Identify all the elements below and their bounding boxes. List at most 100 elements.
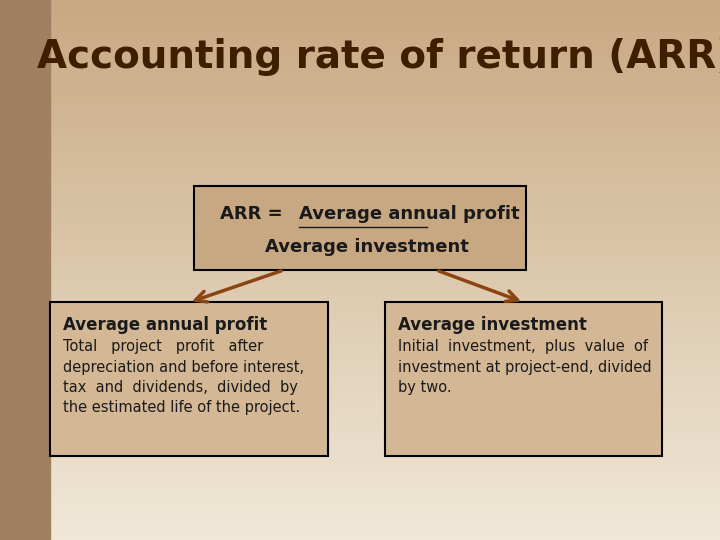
Bar xyxy=(50,135,720,139)
Bar xyxy=(50,126,720,131)
Bar xyxy=(50,418,720,423)
Bar xyxy=(50,482,720,486)
Bar xyxy=(50,139,720,144)
Bar xyxy=(50,189,720,193)
Bar xyxy=(50,302,328,456)
Bar xyxy=(50,230,720,234)
Bar xyxy=(50,27,720,31)
Bar xyxy=(50,81,720,85)
Bar xyxy=(50,279,720,284)
Bar xyxy=(50,261,720,266)
Text: Average investment: Average investment xyxy=(265,238,469,255)
Bar xyxy=(50,301,720,306)
Text: ARR =: ARR = xyxy=(220,205,294,223)
Bar xyxy=(50,112,720,117)
Bar xyxy=(50,85,720,90)
Bar xyxy=(50,463,720,468)
Bar xyxy=(50,148,720,153)
Bar xyxy=(50,405,720,409)
Bar xyxy=(50,54,720,58)
Bar xyxy=(50,50,720,54)
Bar xyxy=(50,77,720,81)
Bar xyxy=(50,252,720,256)
Bar xyxy=(50,396,720,401)
Bar xyxy=(50,428,720,432)
Bar xyxy=(50,517,720,522)
Bar xyxy=(50,382,720,387)
Bar xyxy=(50,401,720,405)
Bar xyxy=(50,531,720,536)
Bar xyxy=(50,256,720,261)
Bar xyxy=(50,207,720,212)
Bar xyxy=(50,18,720,23)
Bar xyxy=(50,243,720,247)
Bar xyxy=(50,180,720,185)
Bar xyxy=(50,239,720,243)
Bar xyxy=(50,144,720,148)
Bar xyxy=(50,351,720,355)
Text: Average investment: Average investment xyxy=(398,316,587,334)
Bar xyxy=(50,158,720,162)
Bar xyxy=(50,441,720,445)
Text: Initial  investment,  plus  value  of
investment at project-end, divided
by two.: Initial investment, plus value of invest… xyxy=(398,339,652,395)
Bar xyxy=(50,459,720,463)
Bar xyxy=(50,99,720,104)
Bar xyxy=(50,500,720,504)
Text: Average annual profit: Average annual profit xyxy=(63,316,268,334)
Bar xyxy=(50,310,720,315)
Bar xyxy=(50,220,720,225)
Bar xyxy=(50,72,720,77)
Bar xyxy=(50,117,720,122)
Bar xyxy=(50,171,720,176)
Bar xyxy=(50,162,720,166)
Bar xyxy=(50,477,720,482)
Bar xyxy=(50,234,720,239)
Bar xyxy=(50,40,720,45)
Bar xyxy=(50,455,720,459)
Bar xyxy=(50,36,720,40)
Bar xyxy=(50,504,720,509)
Bar xyxy=(50,509,720,513)
Bar xyxy=(50,108,720,112)
Bar xyxy=(50,409,720,414)
Bar xyxy=(50,414,720,418)
Bar xyxy=(50,212,720,216)
Bar xyxy=(194,186,526,270)
Bar xyxy=(50,536,720,540)
Bar xyxy=(50,364,720,369)
Bar xyxy=(50,4,720,9)
Bar xyxy=(50,23,720,27)
Bar xyxy=(50,153,720,158)
Bar xyxy=(50,104,720,108)
Bar xyxy=(50,122,720,126)
Bar xyxy=(50,131,720,135)
Bar xyxy=(50,58,720,63)
Bar xyxy=(50,522,720,526)
Bar xyxy=(50,284,720,288)
Bar xyxy=(50,270,720,274)
Bar xyxy=(50,288,720,293)
Bar xyxy=(50,176,720,180)
Bar xyxy=(50,63,720,68)
Bar xyxy=(50,472,720,477)
Bar xyxy=(50,342,720,347)
Bar xyxy=(50,198,720,202)
Bar xyxy=(50,333,720,338)
Bar xyxy=(50,166,720,171)
Bar xyxy=(50,90,720,94)
Bar xyxy=(50,14,720,18)
Text: Total   project   profit   after
depreciation and before interest,
tax  and  div: Total project profit after depreciation … xyxy=(63,339,305,415)
Bar xyxy=(50,45,720,50)
Bar xyxy=(50,338,720,342)
Bar xyxy=(50,216,720,220)
Text: Average annual profit: Average annual profit xyxy=(299,205,519,223)
Bar xyxy=(385,302,662,456)
Bar xyxy=(50,495,720,500)
Bar xyxy=(50,468,720,472)
Bar xyxy=(50,306,720,310)
Bar xyxy=(50,324,720,328)
Bar xyxy=(50,347,720,351)
Bar xyxy=(50,9,720,14)
Bar xyxy=(50,31,720,36)
Bar xyxy=(50,193,720,198)
